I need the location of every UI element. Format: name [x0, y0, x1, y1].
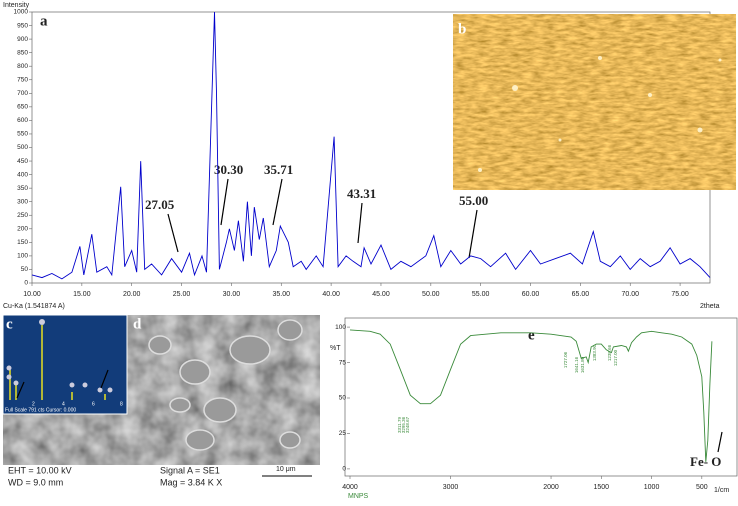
y-tick-label: 50 [339, 395, 347, 402]
panel-label: e [528, 327, 535, 343]
arrow [717, 431, 723, 453]
x-tick-label: 15.00 [73, 291, 91, 298]
peak-label: 1383.90 [592, 344, 597, 361]
y-tick-label: 600 [17, 117, 28, 124]
x-tick-label: 35.00 [272, 291, 290, 298]
y-tick-label: 650 [17, 104, 28, 111]
y-tick-label: 450 [17, 158, 28, 165]
y-tick-label: 0 [24, 280, 28, 287]
edx-inset [2, 314, 128, 415]
annotation: 27.05 [145, 197, 175, 212]
y-tick-label: 400 [17, 171, 28, 178]
peak-label: 1217.00 [613, 349, 618, 366]
x-tick-label: 10.00 [23, 291, 41, 298]
edx-tick: 2 [32, 401, 35, 407]
edx-footer: Full Scale 791 cts Cursor: 0.000 [5, 407, 76, 413]
x-tick-label: 3000 [443, 484, 459, 491]
x-axis-title: 1/cm [714, 487, 729, 494]
x-tick-label: 65.00 [572, 291, 590, 298]
y-tick-label: 100 [335, 324, 346, 331]
arrow [272, 178, 283, 226]
annotation: 55.00 [459, 193, 488, 208]
arrow [100, 369, 109, 389]
y-tick-label: 0 [342, 466, 346, 473]
x-tick-label: 45.00 [372, 291, 390, 298]
data-line [31, 11, 711, 280]
x-tick-label: 60.00 [522, 291, 540, 298]
y-tick-label: 950 [17, 22, 28, 29]
sem-eht: EHT = 10.00 kV [8, 465, 72, 475]
x-tick-label: 30.00 [223, 291, 241, 298]
y-tick-label: 550 [17, 131, 28, 138]
edx-tick: 4 [62, 401, 65, 407]
edx-tick: 8 [120, 401, 123, 407]
x-tick-label: 20.00 [123, 291, 141, 298]
y-tick-label: 75 [339, 359, 347, 366]
edx-tick: 6 [92, 401, 95, 407]
y-tick-label: 800 [17, 63, 28, 70]
y-tick-label: 250 [17, 212, 28, 219]
panel-label: c [6, 316, 13, 332]
peak-label: 1631.80 [580, 356, 585, 373]
arrow [167, 213, 179, 253]
x-tick-label: 2000 [543, 484, 559, 491]
y-tick-label: 50 [21, 266, 29, 273]
y-tick-label: 200 [17, 226, 28, 233]
sem-signal: Signal A = SE1 [160, 465, 220, 475]
edx-markers [6, 319, 113, 393]
y-tick-label: 750 [17, 76, 28, 83]
sample-label: MNPS [348, 493, 369, 500]
scale-label: 10 μm [276, 466, 296, 473]
data-line [349, 329, 713, 462]
y-tick-label: 1000 [14, 9, 29, 16]
x-tick-label: 1500 [594, 484, 610, 491]
x-tick-label: 1000 [644, 484, 660, 491]
y-tick-label: 350 [17, 185, 28, 192]
sem-info-bar [3, 465, 320, 489]
y-axis-title: %T [330, 345, 341, 352]
x-tick-label: 40.00 [322, 291, 340, 298]
y-tick-label: 500 [17, 144, 28, 151]
peak-label: 3311.79 [397, 417, 402, 433]
afm-image [453, 14, 736, 190]
peak-label: 1238.66 [607, 344, 612, 361]
x-tick-label: 55.00 [472, 291, 490, 298]
panel-label: b [458, 21, 466, 37]
annotation: 35.71 [264, 162, 293, 177]
sem-wd: WD = 9.0 mm [8, 477, 63, 487]
peak-label: 1727.06 [563, 351, 568, 368]
y-tick-label: 700 [17, 90, 28, 97]
y-tick-label: 100 [17, 253, 28, 260]
peak-label: 3295.36 [401, 416, 406, 433]
y-axis-title: Intensity [3, 2, 30, 9]
y-tick-label: 150 [17, 239, 28, 246]
arrow [16, 381, 25, 399]
afm-spots [478, 56, 722, 172]
panel-label: a [40, 13, 48, 29]
arrow [357, 202, 363, 244]
source-label: Cu-Ka (1.541874 A) [3, 303, 65, 310]
panel-label: d [133, 316, 142, 332]
x-tick-label: 500 [696, 484, 708, 491]
x-axis-title: 2theta [700, 303, 720, 310]
sem-mag: Mag = 3.84 K X [160, 477, 222, 487]
x-tick-label: 25.00 [173, 291, 191, 298]
y-tick-label: 300 [17, 198, 28, 205]
sem-particles [148, 319, 303, 451]
peak-label: 1641.16 [574, 356, 579, 373]
arrow [220, 178, 229, 226]
annotation: 43.31 [347, 186, 376, 201]
peak-label: 3248.67 [405, 416, 410, 433]
y-tick-label: 25 [339, 430, 347, 437]
arrow [468, 209, 478, 259]
x-tick-label: 75.00 [671, 291, 689, 298]
y-tick-label: 900 [17, 36, 28, 43]
x-tick-label: 50.00 [422, 291, 440, 298]
x-tick-label: 4000 [342, 484, 358, 491]
annotation: 30.30 [214, 162, 243, 177]
y-tick-label: 850 [17, 49, 28, 56]
x-tick-label: 70.00 [621, 291, 639, 298]
ftir-frame [344, 317, 738, 477]
